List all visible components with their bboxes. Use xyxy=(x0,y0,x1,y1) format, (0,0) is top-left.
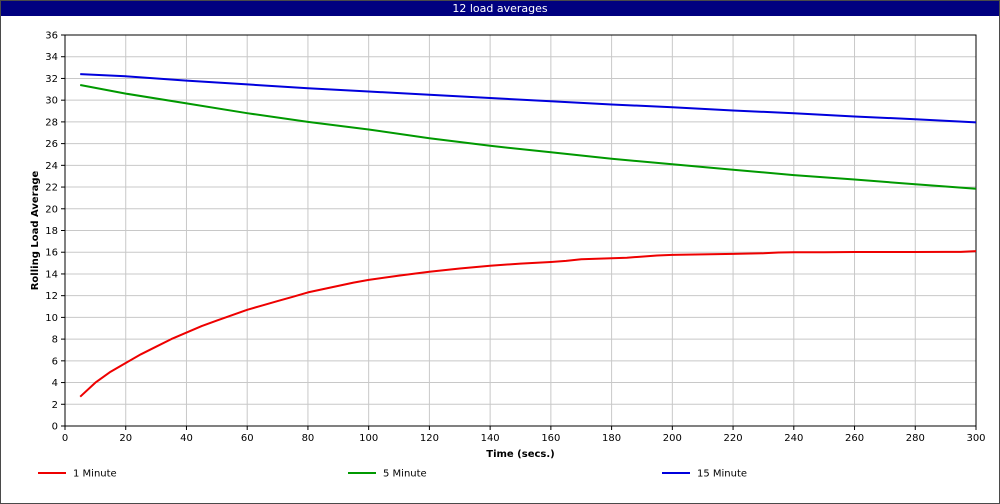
y-tick-label: 12 xyxy=(45,291,58,302)
x-tick-label: 80 xyxy=(302,433,315,444)
y-tick-label: 26 xyxy=(45,139,58,150)
y-tick-label: 0 xyxy=(52,422,58,433)
y-tick-label: 18 xyxy=(45,226,58,237)
series-line-15-minute xyxy=(80,73,977,124)
y-axis-label: Rolling Load Average xyxy=(30,171,41,291)
y-tick-label: 2 xyxy=(52,400,58,411)
y-tick-label: 22 xyxy=(45,183,58,194)
x-tick-label: 300 xyxy=(966,433,985,444)
y-tick-label: 4 xyxy=(52,378,58,389)
y-tick-label: 36 xyxy=(45,31,58,42)
y-tick-label: 8 xyxy=(52,335,58,346)
window-title: 12 load averages xyxy=(1,1,999,16)
y-tick-label: 20 xyxy=(45,204,58,215)
y-tick-label: 10 xyxy=(45,313,58,324)
x-axis-ticks: 0 20 40 60 80 100 120 140 160 180 200 220 240 260 280 3… xyxy=(62,426,986,444)
y-tick-label: 24 xyxy=(45,161,58,172)
grid xyxy=(64,34,977,427)
legend: 1 Minute 5 Minute 15 Minute xyxy=(38,469,747,480)
x-tick-label: 120 xyxy=(420,433,439,444)
legend-label: 1 Minute xyxy=(73,469,117,480)
y-tick-label: 14 xyxy=(45,269,58,280)
legend-item: 1 Minute xyxy=(38,469,117,480)
y-tick-label: 6 xyxy=(52,356,58,367)
series-line-5-minute xyxy=(80,84,977,190)
x-tick-label: 180 xyxy=(602,433,621,444)
y-tick-label: 28 xyxy=(45,117,58,128)
x-tick-label: 280 xyxy=(906,433,925,444)
x-tick-label: 200 xyxy=(663,433,682,444)
x-tick-label: 140 xyxy=(481,433,500,444)
x-tick-label: 220 xyxy=(724,433,743,444)
x-tick-label: 40 xyxy=(180,433,193,444)
x-tick-label: 160 xyxy=(541,433,560,444)
x-tick-label: 240 xyxy=(784,433,803,444)
y-tick-label: 32 xyxy=(45,74,58,85)
series-lines xyxy=(79,73,977,398)
y-tick-label: 16 xyxy=(45,248,58,259)
y-tick-label: 30 xyxy=(45,96,58,107)
x-tick-label: 60 xyxy=(241,433,254,444)
x-tick-label: 20 xyxy=(119,433,132,444)
series-line-1-minute xyxy=(79,250,977,398)
legend-item: 15 Minute xyxy=(662,469,747,480)
legend-item: 5 Minute xyxy=(348,469,427,480)
x-axis-label: Time (secs.) xyxy=(486,449,555,460)
x-tick-label: 260 xyxy=(845,433,864,444)
x-tick-label: 0 xyxy=(62,433,68,444)
x-tick-label: 100 xyxy=(359,433,378,444)
legend-label: 5 Minute xyxy=(383,469,427,480)
legend-label: 15 Minute xyxy=(697,469,747,480)
y-tick-label: 34 xyxy=(45,52,58,63)
